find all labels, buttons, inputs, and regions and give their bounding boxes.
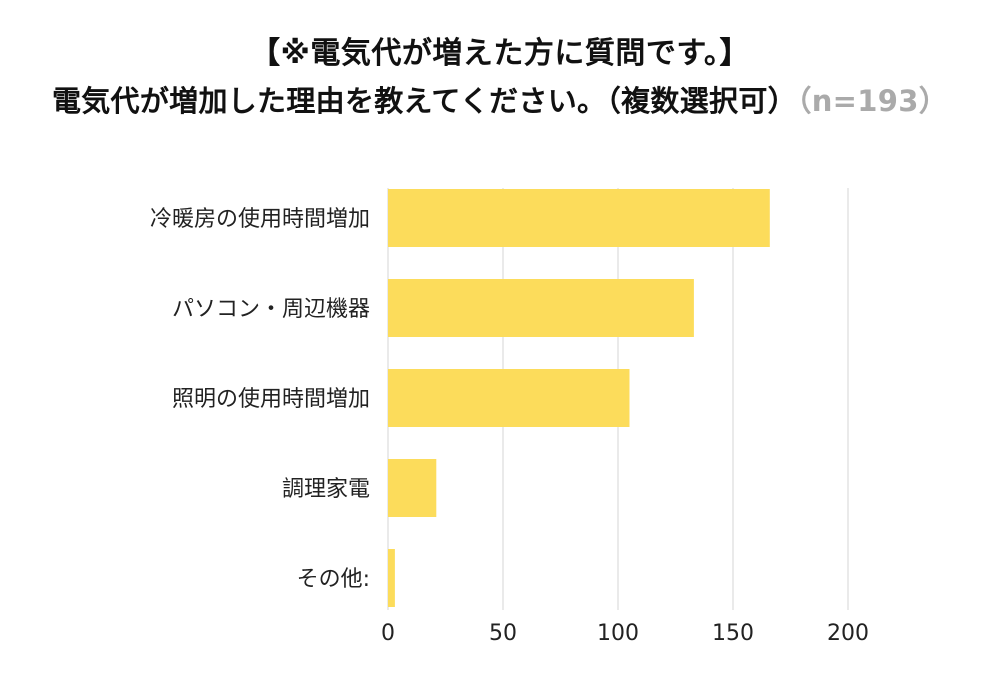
bar [388, 279, 694, 337]
gridlines [387, 188, 849, 610]
sample-size-label: （n=193） [796, 84, 949, 118]
x-tick-label: 0 [381, 621, 395, 646]
x-axis-tick-labels: 0 50 100 150 200 [381, 621, 869, 646]
x-tick-label: 100 [597, 621, 639, 646]
bars [388, 189, 770, 607]
x-tick-label: 150 [712, 621, 754, 646]
x-tick-label: 50 [489, 621, 517, 646]
category-label: 調理家電 [282, 477, 370, 502]
chart-title: 【※電気代が増えた方に質問です。】 電気代が増加した理由を教えてください。（複数… [0, 30, 1000, 124]
category-label: 冷暖房の使用時間増加 [150, 207, 370, 232]
category-label: その他: [297, 567, 370, 592]
x-tick-label: 200 [827, 621, 869, 646]
bar [388, 369, 630, 427]
bar [388, 189, 770, 247]
category-label: パソコン・周辺機器 [172, 297, 370, 322]
category-label: 照明の使用時間増加 [172, 387, 370, 412]
bar [388, 459, 437, 517]
chart-title-line-1: 【※電気代が増えた方に質問です。】 [250, 36, 750, 71]
chart-title-line-2: 電気代が増加した理由を教えてください。（複数選択可）（n=193） [0, 78, 1000, 124]
bar [388, 549, 395, 607]
question-text: 電気代が増加した理由を教えてください。（複数選択可） [51, 84, 797, 118]
